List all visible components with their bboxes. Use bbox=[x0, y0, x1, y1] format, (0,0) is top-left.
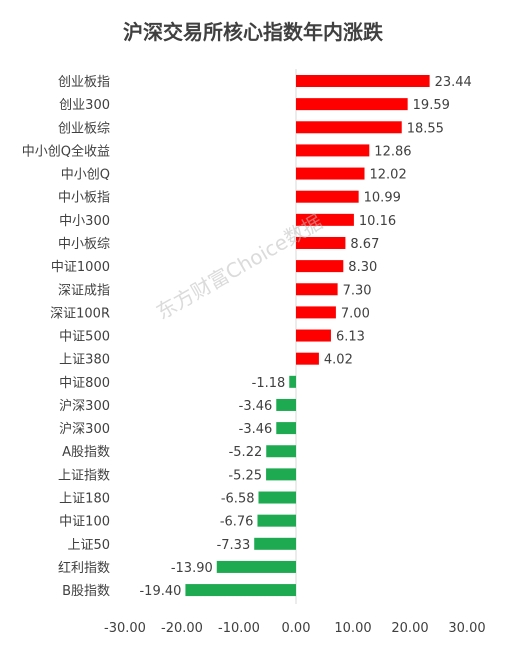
category-label: 中证500 bbox=[59, 330, 110, 345]
data-label: 23.44 bbox=[435, 75, 472, 90]
bar bbox=[258, 491, 296, 504]
data-label: -5.22 bbox=[229, 445, 263, 460]
category-label: 上证指数 bbox=[58, 468, 110, 483]
bar bbox=[216, 560, 296, 573]
x-tick-label: 10.00 bbox=[334, 621, 371, 636]
category-label: 创业300 bbox=[59, 98, 110, 113]
bar bbox=[276, 398, 296, 411]
data-label: 18.55 bbox=[407, 121, 444, 136]
data-label: 7.00 bbox=[341, 306, 370, 321]
bar bbox=[296, 75, 430, 87]
bar bbox=[289, 375, 296, 388]
data-label: 8.67 bbox=[350, 237, 379, 252]
bar bbox=[185, 584, 296, 597]
category-label: 中小板指 bbox=[58, 191, 110, 206]
category-label: 中证100 bbox=[59, 515, 110, 530]
category-label: 创业板指 bbox=[58, 75, 110, 90]
data-label: -13.90 bbox=[171, 561, 213, 576]
bar bbox=[296, 144, 370, 157]
category-label: 上证50 bbox=[67, 538, 110, 553]
category-label: 沪深300 bbox=[59, 421, 110, 437]
data-label: 4.02 bbox=[324, 353, 353, 368]
category-label: 上证180 bbox=[59, 492, 110, 507]
x-tick-label: -10.00 bbox=[218, 621, 260, 636]
bar bbox=[296, 306, 336, 319]
bar bbox=[296, 352, 319, 365]
data-label: 8.30 bbox=[348, 260, 377, 275]
data-label: 7.30 bbox=[343, 283, 372, 298]
category-label: 沪深300 bbox=[59, 398, 110, 414]
category-label: 深证成指 bbox=[58, 283, 110, 298]
data-label: -7.33 bbox=[217, 538, 251, 553]
data-label: 12.86 bbox=[374, 144, 411, 159]
category-label: 中小创Q全收益 bbox=[22, 143, 110, 159]
x-tick-label: 0.00 bbox=[282, 621, 311, 636]
data-label: -6.58 bbox=[221, 492, 255, 507]
bar bbox=[296, 283, 338, 296]
category-label: 创业板综 bbox=[58, 121, 110, 136]
x-tick-label: -20.00 bbox=[161, 621, 203, 636]
category-label: 中证800 bbox=[59, 376, 110, 391]
data-label: -6.76 bbox=[220, 515, 254, 530]
bar bbox=[296, 236, 346, 249]
data-label: -5.25 bbox=[228, 468, 262, 483]
bar bbox=[254, 537, 296, 550]
category-label: 中小板综 bbox=[58, 237, 110, 252]
bar bbox=[257, 514, 296, 527]
category-label: A股指数 bbox=[62, 445, 110, 460]
x-tick-label: 20.00 bbox=[391, 621, 428, 636]
x-tick-label: -30.00 bbox=[104, 621, 146, 636]
bar bbox=[296, 260, 344, 273]
data-label: 19.59 bbox=[413, 98, 450, 113]
data-label: -3.46 bbox=[239, 399, 273, 414]
data-label: 10.99 bbox=[364, 191, 401, 206]
data-label: 6.13 bbox=[336, 330, 365, 345]
category-label: 中小创Q bbox=[61, 168, 110, 183]
category-label: 深证100R bbox=[50, 306, 110, 321]
bar bbox=[296, 190, 359, 203]
chart-title: 沪深交易所核心指数年内涨跌 bbox=[123, 20, 383, 44]
category-label: 中小300 bbox=[59, 214, 110, 229]
category-label: 中证1000 bbox=[51, 260, 110, 275]
category-label: 红利指数 bbox=[58, 560, 110, 576]
data-label: 10.16 bbox=[359, 214, 396, 229]
bar bbox=[296, 98, 408, 111]
data-label: -19.40 bbox=[139, 584, 181, 599]
bar bbox=[276, 422, 296, 435]
category-label: B股指数 bbox=[62, 584, 110, 599]
bar bbox=[296, 213, 354, 226]
bar bbox=[266, 445, 296, 458]
data-label: -1.18 bbox=[252, 376, 286, 391]
bar bbox=[296, 167, 365, 180]
bar bbox=[266, 468, 296, 481]
bar bbox=[296, 329, 331, 342]
bar bbox=[296, 121, 402, 134]
data-label: 12.02 bbox=[370, 168, 407, 183]
category-label: 上证380 bbox=[59, 353, 110, 368]
data-label: -3.46 bbox=[239, 422, 273, 437]
x-tick-label: 30.00 bbox=[448, 621, 485, 636]
